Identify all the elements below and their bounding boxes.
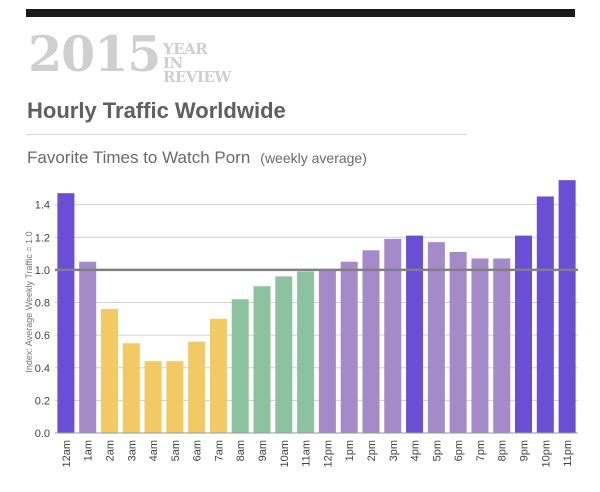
y-tick-label: 0.6 bbox=[35, 330, 50, 342]
x-tick-label: 1pm bbox=[344, 440, 356, 461]
y-axis-label: Index: Average Weekly Traffic = 1.0 bbox=[24, 231, 34, 372]
chart-title: Hourly Traffic Worldwide bbox=[27, 98, 286, 123]
title-divider bbox=[27, 134, 467, 135]
x-tick-label: 6pm bbox=[453, 440, 465, 461]
bar-6am bbox=[188, 341, 206, 433]
x-tick-label: 11pm bbox=[562, 440, 574, 467]
x-tick-label: 2pm bbox=[366, 440, 378, 461]
x-tick-label: 2am bbox=[104, 440, 116, 461]
subtitle-note: (weekly average) bbox=[260, 150, 367, 166]
x-tick-label: 7pm bbox=[475, 440, 487, 461]
x-tick-label: 6am bbox=[192, 440, 204, 461]
bar-6pm bbox=[449, 251, 467, 433]
y-tick-label: 1.4 bbox=[35, 200, 50, 212]
bar-5pm bbox=[427, 242, 445, 433]
bar-2pm bbox=[362, 250, 380, 433]
bar-4am bbox=[144, 361, 162, 433]
bar-10am bbox=[275, 276, 293, 433]
subtitle-main: Favorite Times to Watch Porn bbox=[27, 148, 251, 167]
x-tick-label: 3pm bbox=[388, 440, 400, 461]
x-tick-label: 12am bbox=[61, 440, 73, 468]
y-tick-label: 1.2 bbox=[35, 232, 50, 244]
top-bar bbox=[26, 9, 575, 17]
bar-12am bbox=[57, 193, 75, 433]
x-tick-label: 5am bbox=[170, 440, 182, 461]
x-tick-label: 9am bbox=[257, 440, 269, 461]
x-tick-label: 10am bbox=[279, 440, 291, 468]
bar-8pm bbox=[493, 258, 511, 433]
bar-7am bbox=[209, 318, 227, 433]
bar-12pm bbox=[318, 269, 336, 433]
bar-1am bbox=[79, 261, 97, 433]
bar-3am bbox=[122, 343, 140, 433]
bar-9pm bbox=[515, 235, 533, 433]
bar-10pm bbox=[536, 196, 554, 433]
x-tick-label: 10pm bbox=[540, 440, 552, 468]
x-tick-label: 3am bbox=[126, 440, 138, 461]
y-tick-label: 0.8 bbox=[35, 298, 50, 310]
y-tick-label: 0.0 bbox=[35, 428, 50, 440]
x-tick-label: 1am bbox=[83, 440, 95, 461]
x-tick-label: 5pm bbox=[431, 440, 443, 461]
x-tick-label: 8pm bbox=[497, 440, 509, 461]
x-tick-label: 7am bbox=[213, 440, 225, 461]
bar-7pm bbox=[471, 258, 489, 433]
banner-year: 2015 bbox=[28, 25, 161, 83]
banner-tagline: YEAR IN REVIEW bbox=[163, 40, 231, 86]
y-tick-label: 0.4 bbox=[35, 363, 50, 375]
bar-1pm bbox=[340, 261, 358, 433]
banner-tag-line1: YEAR IN bbox=[163, 40, 208, 72]
x-tick-label: 12pm bbox=[322, 440, 334, 468]
bar-11pm bbox=[558, 180, 576, 433]
bar-9am bbox=[253, 286, 271, 433]
x-tick-label: 8am bbox=[235, 440, 247, 461]
bar-8am bbox=[231, 299, 249, 433]
bar-11am bbox=[297, 271, 315, 433]
x-tick-label: 4pm bbox=[410, 440, 422, 461]
y-tick-label: 1.0 bbox=[35, 265, 50, 277]
chart-subtitle: Favorite Times to Watch Porn (weekly aver… bbox=[27, 148, 367, 168]
x-tick-label: 11am bbox=[301, 440, 313, 467]
bar-5am bbox=[166, 361, 184, 433]
banner-tag-line2: REVIEW bbox=[163, 68, 231, 86]
bar-4pm bbox=[406, 235, 424, 433]
y-tick-label: 0.2 bbox=[35, 395, 50, 407]
bar-2am bbox=[100, 309, 118, 433]
x-tick-label: 4am bbox=[148, 440, 160, 461]
bar-3pm bbox=[384, 238, 402, 433]
x-tick-label: 9pm bbox=[519, 440, 531, 461]
